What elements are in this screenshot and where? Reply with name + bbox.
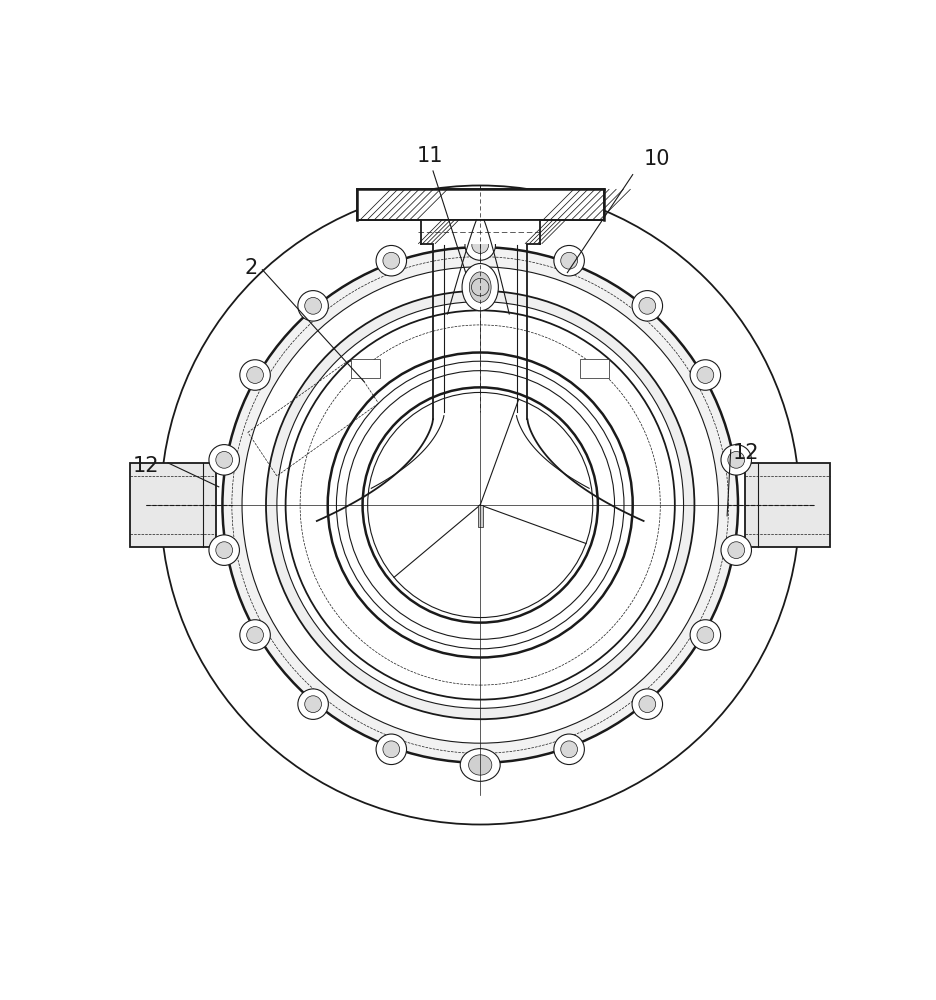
- Circle shape: [690, 620, 720, 650]
- Text: 10: 10: [643, 149, 669, 169]
- Text: 11: 11: [417, 146, 443, 166]
- Bar: [130, 463, 215, 547]
- Circle shape: [375, 734, 406, 765]
- Circle shape: [696, 627, 713, 643]
- Circle shape: [632, 689, 662, 719]
- Ellipse shape: [468, 755, 491, 775]
- Circle shape: [383, 741, 400, 758]
- Circle shape: [304, 696, 321, 713]
- Circle shape: [383, 252, 400, 269]
- Circle shape: [345, 371, 614, 639]
- Ellipse shape: [469, 272, 490, 302]
- Circle shape: [336, 361, 623, 649]
- Circle shape: [209, 535, 240, 565]
- Circle shape: [638, 696, 655, 713]
- Circle shape: [720, 445, 751, 475]
- Text: 2: 2: [244, 258, 257, 278]
- Circle shape: [632, 291, 662, 321]
- Circle shape: [246, 627, 263, 643]
- Circle shape: [266, 291, 694, 719]
- Circle shape: [553, 734, 584, 765]
- Circle shape: [638, 297, 655, 314]
- Circle shape: [690, 360, 720, 390]
- Circle shape: [240, 620, 270, 650]
- Circle shape: [464, 230, 495, 260]
- Circle shape: [246, 367, 263, 383]
- Circle shape: [553, 245, 584, 276]
- Bar: [357, 189, 603, 220]
- Circle shape: [215, 451, 232, 468]
- Text: 12: 12: [732, 443, 758, 463]
- Circle shape: [472, 237, 488, 253]
- Circle shape: [222, 247, 738, 763]
- Circle shape: [298, 291, 328, 321]
- Circle shape: [298, 689, 328, 719]
- Bar: [351, 359, 380, 378]
- Ellipse shape: [460, 749, 500, 781]
- Ellipse shape: [461, 264, 498, 311]
- Circle shape: [240, 360, 270, 390]
- Bar: [579, 359, 608, 378]
- Circle shape: [696, 367, 713, 383]
- Circle shape: [362, 387, 597, 623]
- Circle shape: [304, 297, 321, 314]
- Circle shape: [727, 451, 744, 468]
- Bar: [477, 505, 482, 527]
- Circle shape: [328, 353, 632, 657]
- Circle shape: [720, 535, 751, 565]
- Circle shape: [277, 302, 683, 708]
- Circle shape: [215, 542, 232, 559]
- Circle shape: [161, 185, 798, 825]
- Circle shape: [375, 245, 406, 276]
- Circle shape: [472, 757, 488, 773]
- Text: 12: 12: [133, 456, 159, 476]
- Circle shape: [367, 392, 592, 618]
- Circle shape: [209, 445, 240, 475]
- Circle shape: [464, 750, 495, 780]
- Circle shape: [560, 252, 577, 269]
- Bar: [420, 220, 539, 244]
- Circle shape: [241, 267, 718, 743]
- Circle shape: [727, 542, 744, 559]
- Circle shape: [560, 741, 577, 758]
- Bar: [744, 463, 829, 547]
- Circle shape: [285, 310, 674, 700]
